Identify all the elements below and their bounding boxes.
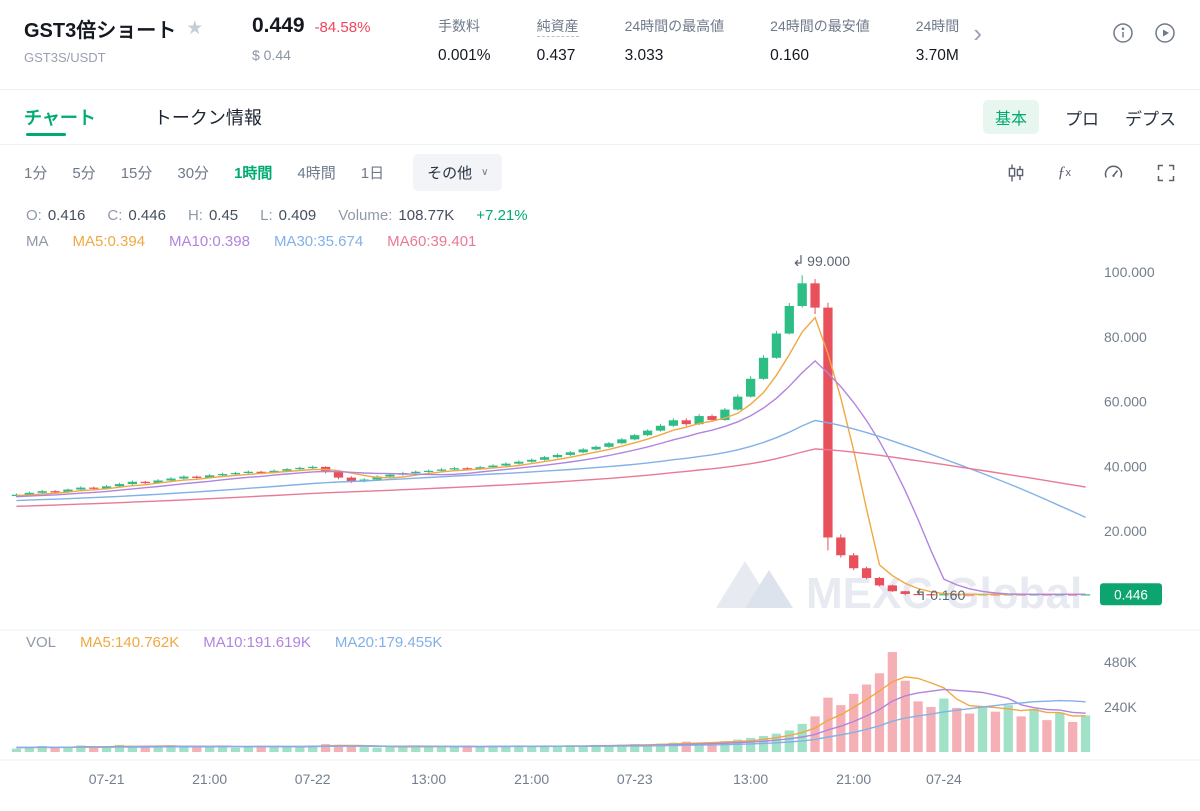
svg-text:21:00: 21:00 xyxy=(836,771,871,787)
svg-text:99.000: 99.000 xyxy=(807,253,850,269)
price-block: 0.449 -84.58% $ 0.44 xyxy=(252,14,398,63)
svg-text:13:00: 13:00 xyxy=(411,771,446,787)
timeframe-more-dropdown[interactable]: その他 ∨ xyxy=(413,154,503,191)
gauge-icon[interactable] xyxy=(1103,162,1124,183)
timeframe-1h[interactable]: 1時間 xyxy=(234,165,273,182)
chevron-down-icon: ∨ xyxy=(481,167,489,178)
stats-scroll-chevron-icon[interactable]: › xyxy=(973,18,982,48)
candlestick-chart-canvas[interactable]: MEXC Global100.00080.00060.00040.00020.0… xyxy=(0,200,1200,811)
candlestick-style-icon[interactable] xyxy=(1006,163,1026,183)
svg-text:480K: 480K xyxy=(1104,654,1137,670)
svg-text:240K: 240K xyxy=(1104,699,1137,715)
svg-text:07-24: 07-24 xyxy=(926,771,962,787)
stat-24h-high: 24時間の最高値 3.033 xyxy=(624,18,725,64)
page-title: GST3倍ショート xyxy=(24,20,177,42)
price-change-percent: -84.58% xyxy=(314,19,371,36)
instrument-block: GST3倍ショート ★ GST3S/USDT xyxy=(24,14,252,65)
svg-text:0.160: 0.160 xyxy=(930,587,965,603)
stats-row: 手数料 0.001% 純資産 0.437 24時間の最高値 3.033 24時間… xyxy=(438,14,959,65)
stat-24h-volume: 24時間 3.70M xyxy=(915,18,960,64)
stat-24h-low: 24時間の最安値 0.160 xyxy=(770,18,870,64)
timeframe-30m[interactable]: 30分 xyxy=(177,165,210,182)
price-chart[interactable]: MEXC Global 100.000 80.000 60.000 40.000 20.0… xyxy=(0,200,1200,811)
timeframe-5m[interactable]: 5分 xyxy=(72,165,96,182)
pair-label: GST3S/USDT xyxy=(24,50,106,65)
timeframe-4h[interactable]: 4時間 xyxy=(297,165,336,182)
view-mode-basic[interactable]: 基本 xyxy=(982,100,1039,134)
svg-text:↲: ↲ xyxy=(792,253,805,270)
fullscreen-icon[interactable] xyxy=(1156,163,1176,183)
svg-text:07-21: 07-21 xyxy=(89,771,125,787)
svg-text:21:00: 21:00 xyxy=(514,771,549,787)
tab-chart[interactable]: チャート xyxy=(24,90,96,144)
info-icon[interactable] xyxy=(1112,22,1134,44)
svg-text:07-22: 07-22 xyxy=(295,771,331,787)
timeframe-1d[interactable]: 1日 xyxy=(360,165,385,182)
tab-token-info[interactable]: トークン情報 xyxy=(153,108,262,128)
svg-text:↰: ↰ xyxy=(914,587,927,604)
timeframe-1m[interactable]: 1分 xyxy=(24,165,48,182)
svg-text:0.446: 0.446 xyxy=(1114,587,1148,602)
svg-text:20.000: 20.000 xyxy=(1104,523,1147,539)
main-tabs: チャート トークン情報 基本 プロ デプス xyxy=(0,90,1200,145)
last-price: 0.449 xyxy=(252,14,305,37)
svg-text:40.000: 40.000 xyxy=(1104,458,1147,474)
svg-text:13:00: 13:00 xyxy=(733,771,768,787)
view-mode-depth[interactable]: デプス xyxy=(1125,109,1176,129)
stat-net-asset: 純資産 0.437 xyxy=(536,18,579,64)
usd-price: $ 0.44 xyxy=(252,47,291,63)
favorite-star-icon[interactable]: ★ xyxy=(186,18,204,39)
stat-fee: 手数料 0.001% xyxy=(438,18,491,64)
play-video-icon[interactable] xyxy=(1154,22,1176,44)
svg-text:60.000: 60.000 xyxy=(1104,394,1147,410)
svg-text:07-23: 07-23 xyxy=(617,771,653,787)
svg-text:21:00: 21:00 xyxy=(192,771,227,787)
svg-text:80.000: 80.000 xyxy=(1104,329,1147,345)
header: GST3倍ショート ★ GST3S/USDT 0.449 -84.58% $ 0… xyxy=(0,0,1200,90)
svg-text:100.000: 100.000 xyxy=(1104,264,1155,280)
timeframe-15m[interactable]: 15分 xyxy=(120,165,153,182)
view-mode-pro[interactable]: プロ xyxy=(1065,109,1099,129)
